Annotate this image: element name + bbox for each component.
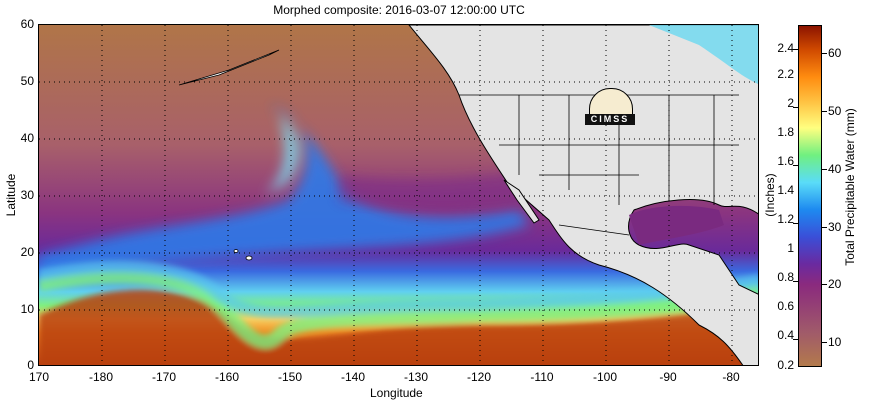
colorbar-inch-tick: 0.6 — [777, 299, 794, 313]
x-tick: -100 — [592, 370, 618, 384]
y-tick: 0 — [27, 358, 34, 372]
tick-mark — [793, 49, 798, 50]
x-tick: -120 — [466, 370, 492, 384]
x-tick: -170 — [151, 370, 177, 384]
colorbar-inch-tick: 1 — [787, 241, 794, 255]
colorbar-mm-tick: 20 — [828, 277, 842, 291]
colorbar-inches-label: (Inches) — [763, 173, 777, 217]
colorbar-inch-tick: 0.8 — [777, 270, 794, 284]
x-tick: -160 — [214, 370, 240, 384]
colorbar — [798, 25, 822, 367]
tpw-field — [39, 25, 758, 365]
land-north-america — [408, 25, 758, 365]
x-tick: -80 — [722, 370, 740, 384]
tick-mark — [793, 107, 798, 108]
colorbar-mm-label: Total Precipitable Water (mm) — [843, 108, 857, 266]
colorbar-inch-tick: 1.2 — [777, 212, 794, 226]
x-axis-label: Longitude — [370, 386, 423, 400]
x-tick: 170 — [28, 370, 50, 384]
y-tick: 30 — [20, 188, 34, 202]
y-axis-label: Latitude — [4, 173, 18, 217]
colorbar-inch-tick: 2.2 — [777, 67, 794, 81]
colorbar-mm-tick: 10 — [828, 335, 842, 349]
colorbar-inch-tick: 0.4 — [777, 328, 794, 342]
tick-mark — [822, 342, 827, 343]
colorbar-inch-tick: 2 — [787, 96, 794, 110]
colorbar-mm-tick: 40 — [828, 162, 842, 176]
colorbar-inch-tick: 0.2 — [777, 358, 794, 372]
tick-mark — [793, 339, 798, 340]
cimss-logo: CIMSS — [585, 88, 635, 128]
tick-mark — [822, 284, 827, 285]
tick-mark — [822, 53, 827, 54]
tick-mark — [822, 111, 827, 112]
colorbar-inch-tick: 1.8 — [777, 125, 794, 139]
x-tick: -180 — [88, 370, 114, 384]
x-tick: -110 — [530, 370, 554, 384]
x-tick: -150 — [277, 370, 303, 384]
tick-mark — [793, 281, 798, 282]
tick-mark — [793, 223, 798, 224]
map-title: Morphed composite: 2016-03-07 12:00:00 U… — [273, 3, 525, 17]
y-tick: 10 — [20, 302, 34, 316]
x-tick: -130 — [403, 370, 429, 384]
tpw-map-plot — [38, 24, 759, 366]
colorbar-inch-tick: 1.6 — [777, 154, 794, 168]
tick-mark — [822, 227, 827, 228]
colorbar-mm-tick: 50 — [828, 104, 842, 118]
colorbar-mm-tick: 60 — [828, 46, 842, 60]
tick-mark — [793, 165, 798, 166]
x-tick: -140 — [340, 370, 366, 384]
y-tick: 20 — [20, 245, 34, 259]
colorbar-inch-tick: 1.4 — [777, 183, 794, 197]
y-tick: 40 — [20, 131, 34, 145]
y-tick: 50 — [20, 74, 34, 88]
y-tick: 60 — [20, 17, 34, 31]
logo-text: CIMSS — [585, 114, 635, 125]
colorbar-inch-tick: 2.4 — [777, 41, 794, 55]
x-tick: -90 — [659, 370, 677, 384]
colorbar-mm-tick: 30 — [828, 220, 842, 234]
tick-mark — [822, 169, 827, 170]
